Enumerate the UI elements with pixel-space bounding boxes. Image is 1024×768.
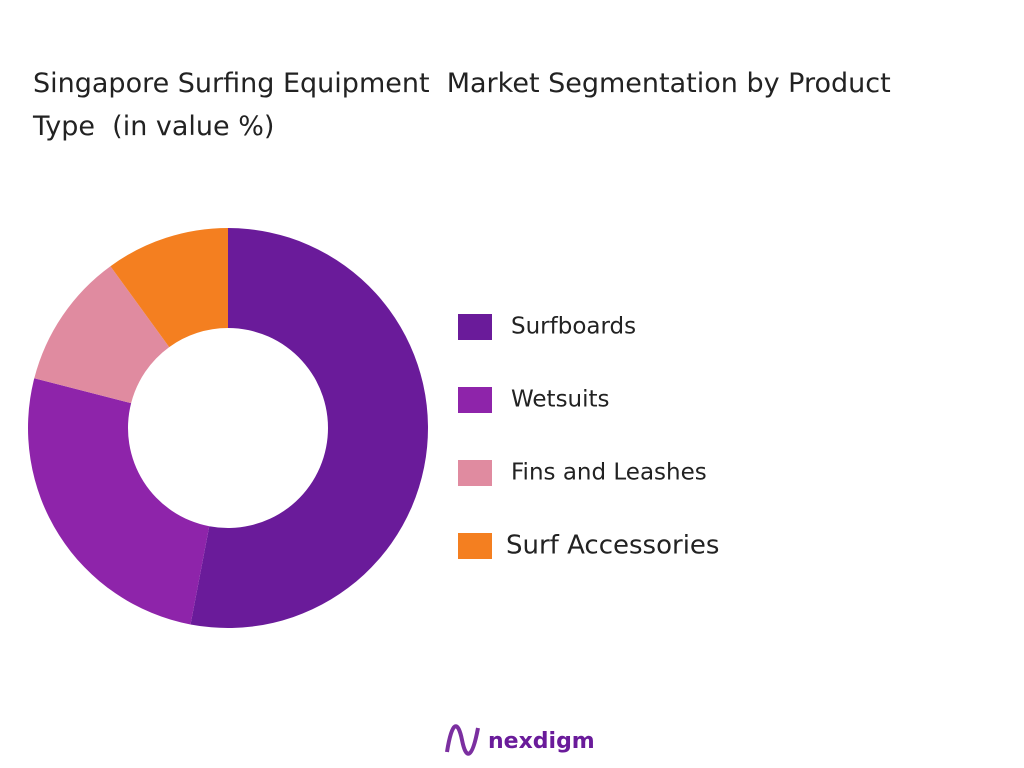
legend-swatch <box>458 460 492 486</box>
donut-segment <box>110 228 228 348</box>
donut-segment <box>34 266 170 404</box>
legend-swatch <box>458 533 492 559</box>
chart-title: Singapore Surfing Equipment Market Segme… <box>33 68 900 142</box>
logo: nexdigm <box>445 724 595 756</box>
logo-icon <box>445 724 480 756</box>
legend-label: Fins and Leashes <box>511 460 707 486</box>
donut-segment <box>190 228 428 628</box>
legend-label: Surf Accessories <box>506 531 719 561</box>
brand-name: nexdigm <box>488 729 595 754</box>
legend-label: Wetsuits <box>511 387 610 413</box>
donut-segment <box>28 378 210 625</box>
legend-label: Surfboards <box>511 314 636 340</box>
legend-swatch <box>458 387 492 413</box>
legend-swatch <box>458 314 492 340</box>
